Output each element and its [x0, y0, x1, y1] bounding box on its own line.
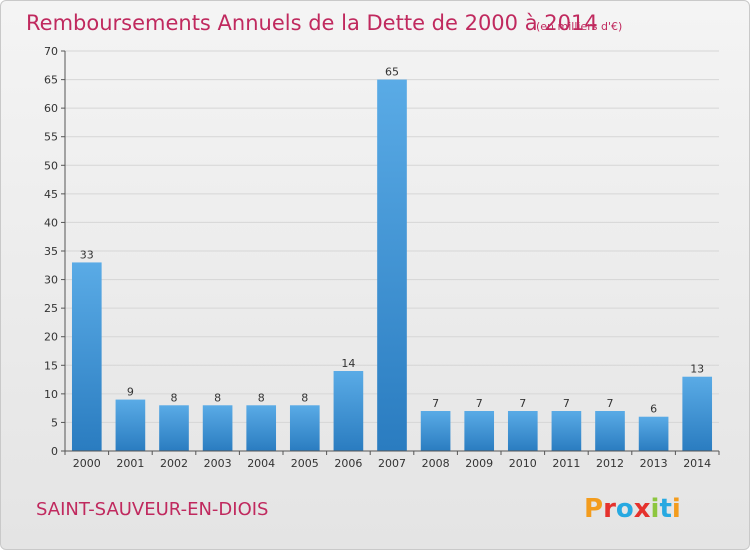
data-label-2003: 8	[214, 391, 221, 404]
data-label-2002: 8	[171, 391, 178, 404]
y-tick-label-35: 35	[44, 245, 58, 258]
y-tick-label-55: 55	[44, 131, 58, 144]
chart-subtitle: (en milliers d'€)	[536, 20, 622, 33]
data-label-2012: 7	[607, 397, 614, 410]
x-tick-label-2001: 2001	[116, 457, 144, 470]
y-tick-label-65: 65	[44, 74, 58, 87]
data-label-2007: 65	[385, 66, 399, 79]
bar-2014	[682, 376, 713, 451]
data-label-2013: 6	[650, 403, 657, 416]
logo-letter-5: t	[659, 494, 671, 524]
x-tick-label-2012: 2012	[596, 457, 624, 470]
bar-2009	[464, 411, 495, 451]
y-tick-label-20: 20	[44, 331, 58, 344]
bar-2013	[638, 416, 669, 451]
y-tick-label-60: 60	[44, 102, 58, 115]
x-tick-label-2010: 2010	[509, 457, 537, 470]
x-tick-label-2004: 2004	[247, 457, 275, 470]
data-label-2005: 8	[301, 391, 308, 404]
logo-letter-6: i	[672, 494, 681, 524]
data-label-2004: 8	[258, 391, 265, 404]
x-tick-label-2005: 2005	[291, 457, 319, 470]
x-tick-label-2003: 2003	[204, 457, 232, 470]
bar-2012	[595, 411, 625, 451]
x-tick-label-2014: 2014	[683, 457, 711, 470]
proxiti-logo: Proxiti	[584, 494, 681, 524]
y-tick-label-5: 5	[51, 416, 58, 429]
bar-2002	[159, 405, 189, 451]
chart-title: Remboursements Annuels de la Dette de 20…	[26, 11, 598, 35]
y-tick-label-0: 0	[51, 445, 58, 458]
data-labels: 33 9 8 8 8 8 14 65 7 7 7 7 7 6 13	[80, 66, 704, 416]
x-tick-label-2007: 2007	[378, 457, 406, 470]
bar-2010	[507, 411, 538, 451]
data-label-2011: 7	[563, 397, 570, 410]
data-label-2000: 33	[80, 248, 94, 261]
x-tick-label-2011: 2011	[552, 457, 580, 470]
logo-letter-3: x	[634, 494, 651, 524]
logo-letter-0: P	[584, 494, 603, 524]
data-label-2014: 13	[690, 363, 704, 376]
y-tick-label-10: 10	[44, 388, 58, 401]
bar-2005	[289, 405, 320, 451]
y-tick-label-25: 25	[44, 302, 58, 315]
data-label-2008: 7	[432, 397, 439, 410]
logo-letter-4: i	[651, 494, 660, 524]
commune-name: SAINT-SAUVEUR-EN-DIOIS	[36, 499, 268, 520]
x-axis-ticks: 2000 2001 2002 2003 2004 2005 2006 2007 2008 2009…	[64, 451, 720, 470]
x-tick-label-2008: 2008	[422, 457, 450, 470]
x-tick-label-2002: 2002	[160, 457, 188, 470]
bar-2006	[333, 371, 364, 451]
y-tick-label-70: 70	[44, 45, 58, 58]
x-tick-label-2000: 2000	[73, 457, 101, 470]
data-label-2009: 7	[476, 397, 483, 410]
y-tick-label-40: 40	[44, 216, 58, 229]
data-label-2006: 14	[341, 357, 355, 370]
data-label-2010: 7	[519, 397, 526, 410]
logo-letter-1: r	[603, 494, 616, 524]
bar-2007	[377, 79, 407, 452]
bar-2001	[115, 399, 146, 451]
y-axis-ticks: 0 5 10 15 20 25 30 35 40 45 50 55 60 65 70	[44, 45, 65, 458]
bar-2003	[202, 405, 233, 451]
logo-letter-2: o	[616, 494, 634, 524]
x-tick-label-2013: 2013	[640, 457, 668, 470]
axes	[64, 51, 719, 452]
y-tick-label-15: 15	[44, 359, 58, 372]
y-tick-label-30: 30	[44, 274, 58, 287]
bar-2004	[246, 405, 277, 451]
bar-2000	[71, 262, 102, 451]
bars	[71, 79, 713, 452]
y-tick-label-50: 50	[44, 159, 58, 172]
bar-2011	[551, 411, 582, 451]
data-label-2001: 9	[127, 386, 134, 399]
x-tick-label-2006: 2006	[334, 457, 362, 470]
x-tick-label-2009: 2009	[465, 457, 493, 470]
y-tick-label-45: 45	[44, 188, 58, 201]
bar-2008	[420, 411, 451, 451]
